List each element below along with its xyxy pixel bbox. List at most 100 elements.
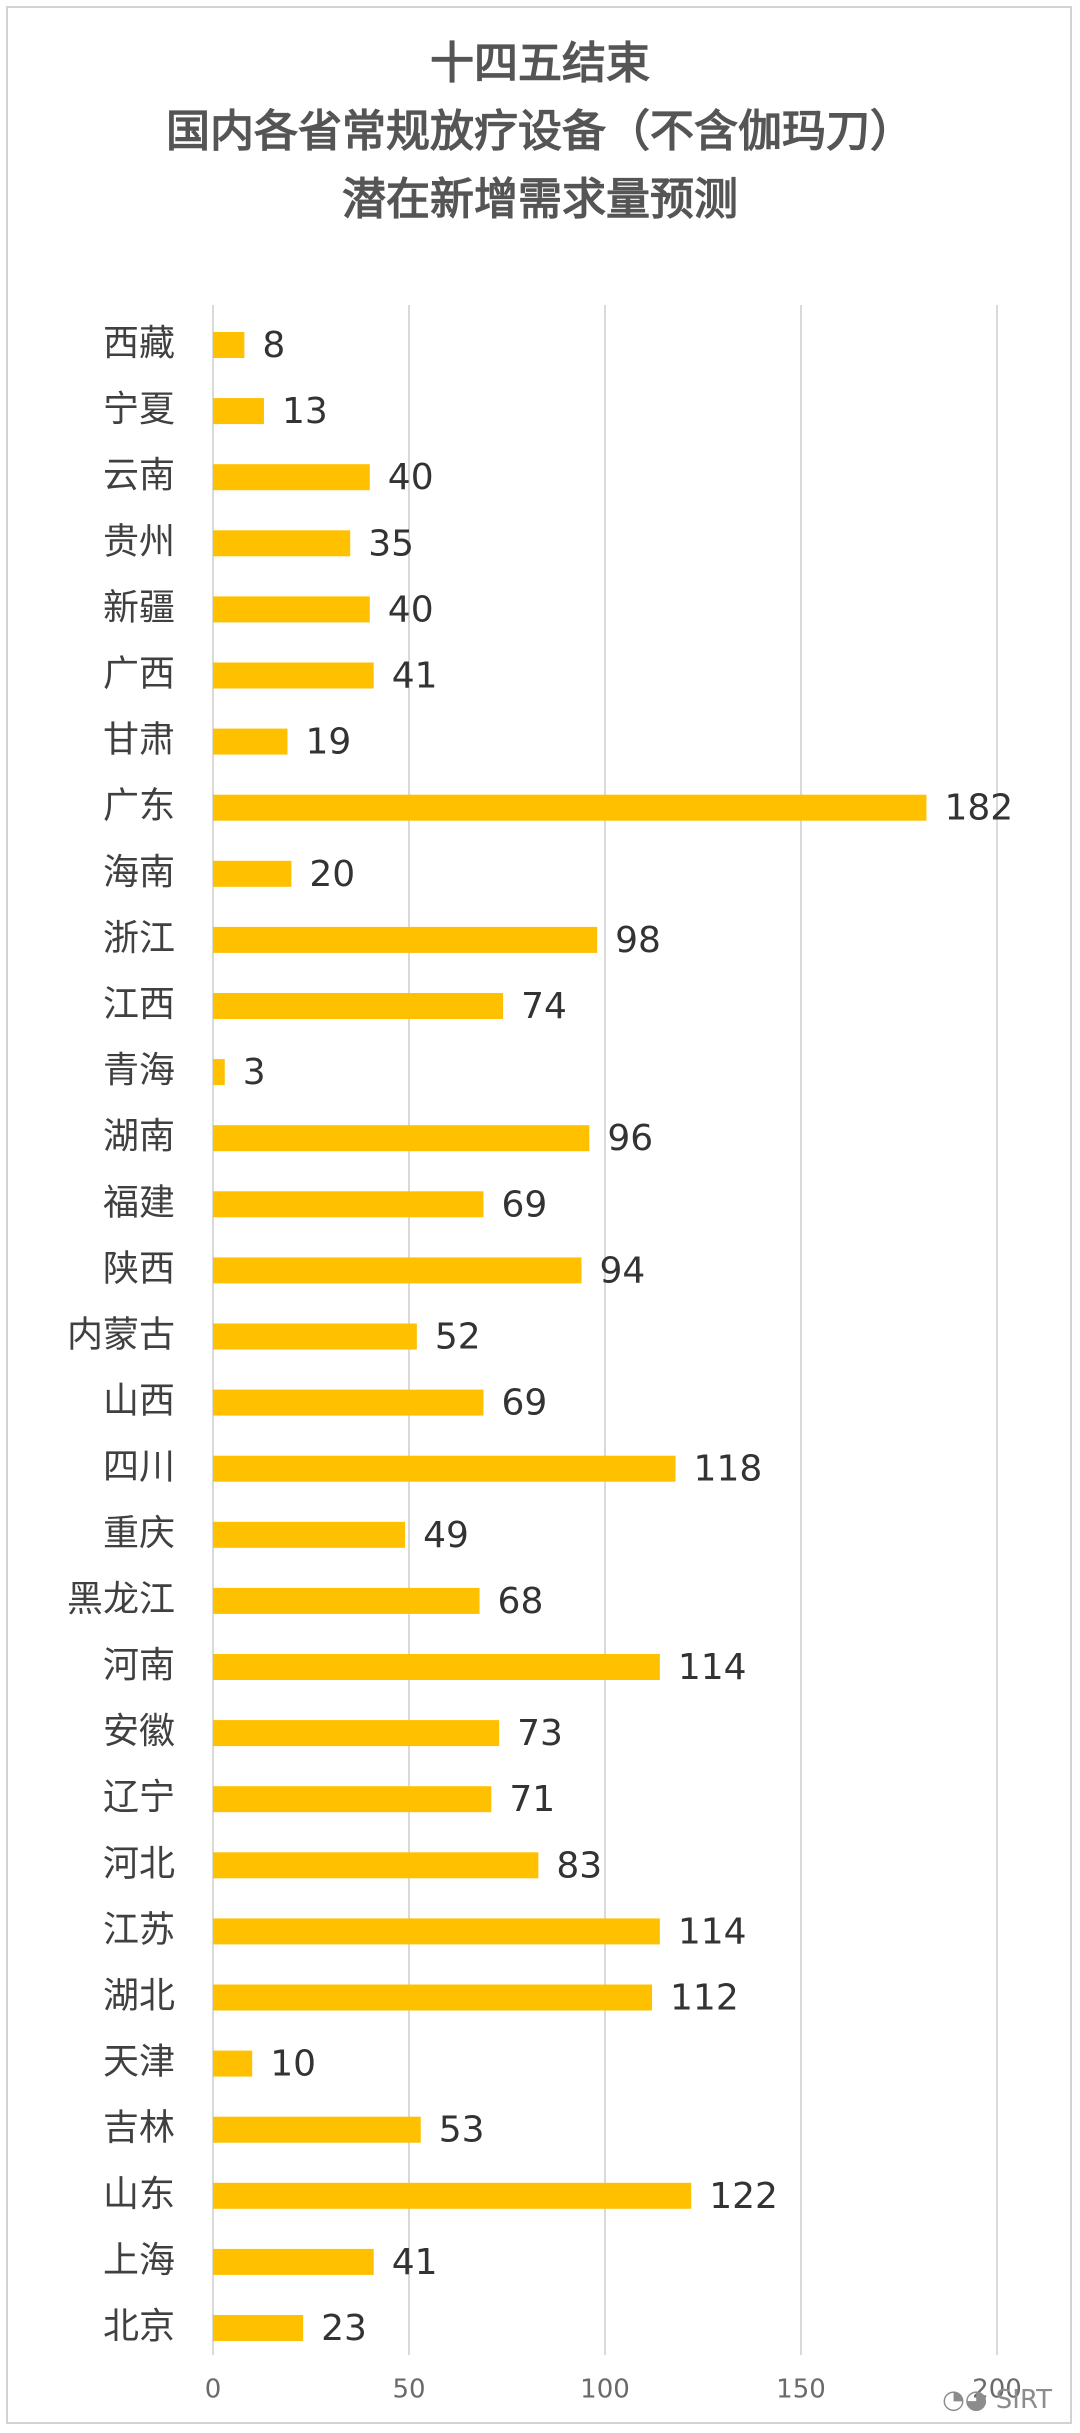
bar (213, 2050, 253, 2077)
bar (213, 926, 598, 953)
bar (213, 662, 374, 689)
category-label: 广西 (103, 654, 175, 695)
watermark: ◔◕ SIRT (942, 2385, 1052, 2415)
value-label: 10 (270, 2044, 316, 2085)
bar (213, 398, 264, 425)
value-label: 122 (709, 2176, 778, 2217)
value-label: 71 (509, 1779, 555, 1820)
value-label: 41 (392, 2242, 438, 2283)
bar (213, 596, 370, 623)
chart-title-line-3: 潜在新增需求量预测 (342, 174, 738, 225)
bar (213, 1521, 406, 1548)
category-label: 海南 (103, 852, 175, 893)
category-label: 北京 (103, 2306, 175, 2347)
category-label: 重庆 (103, 1513, 175, 1554)
wechat-icon: ◔◕ (942, 2385, 996, 2415)
bar (213, 1918, 660, 1945)
value-label: 68 (498, 1581, 544, 1622)
value-label: 41 (392, 656, 438, 697)
bar (213, 2116, 421, 2143)
value-label: 3 (243, 1052, 266, 1093)
value-label: 96 (607, 1118, 653, 1159)
x-tick-label: 100 (580, 2375, 630, 2405)
value-label: 73 (517, 1713, 563, 1754)
category-label: 黑龙江 (67, 1579, 175, 1620)
category-label: 四川 (103, 1447, 175, 1488)
value-label: 53 (439, 2110, 485, 2151)
bar (213, 1786, 492, 1813)
value-label: 35 (368, 523, 414, 564)
x-tick-label: 50 (392, 2375, 425, 2405)
category-label: 河北 (103, 1843, 175, 1884)
value-label: 118 (694, 1449, 763, 1490)
chart-frame (6, 6, 1072, 2424)
bar (213, 464, 370, 491)
category-label: 陕西 (103, 1248, 175, 1289)
value-label: 98 (615, 920, 661, 961)
bar (213, 1852, 539, 1879)
category-label: 广东 (103, 786, 175, 827)
bar (213, 1125, 590, 1152)
category-label: 湖北 (103, 1976, 175, 2017)
value-label: 114 (678, 1911, 747, 1952)
bar (213, 860, 292, 887)
category-label: 甘肃 (103, 720, 175, 761)
bar (213, 1389, 484, 1416)
bar (213, 794, 927, 821)
category-label: 新疆 (103, 587, 175, 628)
x-tick-label: 200 (972, 2375, 1022, 2405)
bar (213, 332, 245, 358)
x-axis-ticks: 0 50 100 150 200 (205, 2375, 1022, 2405)
value-label: 40 (388, 457, 434, 498)
value-label: 8 (262, 325, 285, 366)
chart-title-line-1: 十四五结束 (430, 38, 650, 89)
bar (213, 1654, 660, 1680)
category-label: 青海 (103, 1050, 175, 1091)
value-label: 20 (309, 854, 355, 895)
category-label: 吉林 (103, 2108, 175, 2149)
category-label: 上海 (103, 2240, 175, 2281)
value-label: 40 (388, 589, 434, 630)
bar (213, 1059, 225, 1086)
category-label: 山东 (103, 2174, 175, 2215)
bar (213, 993, 504, 1019)
value-labels: 8 13 40 35 40 41 19 182 20 98 74 3 96 69 94 52 69 118 49 68… (243, 325, 1013, 2349)
bars (213, 332, 927, 2341)
category-label: 江苏 (103, 1909, 175, 1950)
category-label: 河南 (103, 1645, 175, 1686)
watermark-text: SIRT (995, 2385, 1052, 2415)
bar (213, 1257, 582, 1284)
bar (213, 2182, 692, 2209)
category-label: 辽宁 (103, 1777, 175, 1818)
bar (213, 1587, 480, 1614)
value-label: 69 (501, 1184, 547, 1225)
value-label: 74 (521, 986, 567, 1027)
category-label: 山西 (103, 1381, 175, 1422)
bar (213, 2315, 304, 2341)
category-label: 贵州 (103, 521, 175, 562)
value-label: 182 (944, 788, 1013, 829)
bar (213, 1984, 653, 2011)
value-label: 94 (599, 1250, 645, 1291)
category-label: 福建 (103, 1182, 175, 1223)
value-label: 112 (670, 1978, 739, 2019)
chart-title: 十四五结束 国内各省常规放疗设备（不含伽玛刀） 潜在新增需求量预测 (0, 30, 1080, 234)
x-tick-label: 150 (776, 2375, 826, 2405)
bar (213, 2248, 374, 2275)
category-label: 宁夏 (103, 389, 175, 430)
value-label: 19 (305, 722, 351, 763)
value-label: 69 (501, 1383, 547, 1424)
value-label: 23 (321, 2308, 367, 2349)
x-tick-label: 0 (205, 2375, 222, 2405)
value-label: 13 (282, 391, 328, 432)
category-label: 云南 (103, 455, 175, 496)
category-label: 湖南 (103, 1116, 175, 1157)
category-label: 内蒙古 (67, 1315, 175, 1356)
bar (213, 1323, 417, 1350)
category-label: 江西 (103, 984, 175, 1025)
chart-title-line-2: 国内各省常规放疗设备（不含伽玛刀） (166, 106, 914, 157)
bar (213, 1191, 484, 1218)
bar (213, 1455, 676, 1482)
bar (213, 728, 288, 755)
